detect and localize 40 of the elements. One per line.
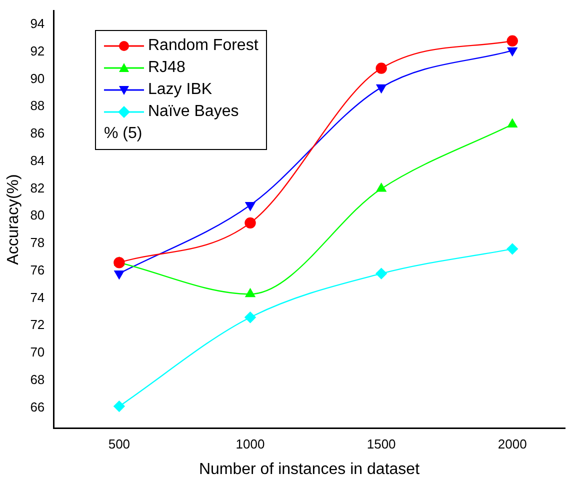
legend-label: Naïve Bayes [148,102,239,122]
point [506,243,518,255]
legend-label: RJ48 [148,58,186,78]
point [244,217,256,229]
y-tick-label: 72 [30,317,45,332]
point [114,257,125,268]
point [506,35,518,47]
point [376,62,387,74]
y-tick-label: 94 [30,16,45,32]
x-axis-title: Number of instances in dataset [198,460,420,478]
y-tick-label: 88 [30,98,45,114]
y-tick-label: 90 [30,70,45,86]
point [376,183,386,192]
y-tick-label: 74 [30,290,45,305]
point [376,268,387,280]
y-tick-label: 92 [30,43,45,58]
y-tick-label: 82 [30,180,45,196]
y-tick-label: 68 [30,372,45,387]
y-tick-label: 70 [30,344,45,360]
legend-label: Lazy IBK [148,80,212,100]
point [245,288,256,298]
y-tick-label: 78 [30,235,45,250]
y-tick-label: 86 [30,126,45,141]
y-axis-title: Accuracy(%) [5,174,22,265]
point [114,270,124,280]
x-tick-label: 1000 [236,436,265,452]
legend-label: Random Forest [148,36,258,56]
x-tick-label: 500 [108,436,130,452]
point [114,400,125,412]
y-tick-label: 84 [30,152,45,168]
annotation: % (5) [104,124,144,144]
y-tick-label: 66 [30,399,45,414]
y-tick-label: 76 [30,262,45,278]
y-tick-label: 80 [30,208,45,223]
x-tick-label: 1500 [366,436,396,452]
point [507,47,518,56]
point [245,202,256,211]
point [376,84,386,94]
point [244,312,256,323]
x-tick-label: 2000 [498,436,527,452]
